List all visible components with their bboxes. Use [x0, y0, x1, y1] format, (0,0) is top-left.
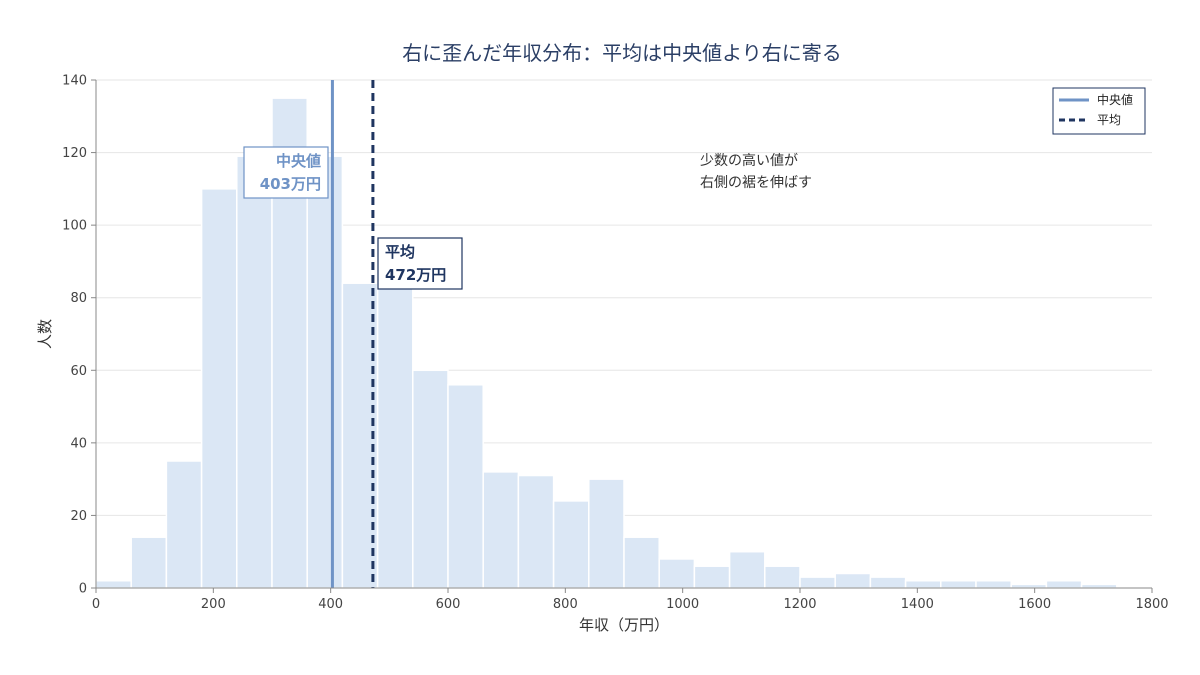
histogram-bar: [1045, 579, 1083, 589]
histogram-bar: [658, 558, 696, 589]
histogram-bar: [869, 576, 907, 589]
histogram-bar: [552, 500, 590, 589]
legend-median-label: 中央値: [1097, 92, 1133, 107]
x-tick-label: 1800: [1135, 597, 1168, 612]
y-tick-label: 120: [62, 146, 87, 161]
y-tick-label: 140: [62, 74, 87, 89]
histogram-bar: [306, 155, 344, 589]
x-tick-label: 1200: [783, 597, 816, 612]
mean-label-value: 472万円: [385, 266, 446, 284]
annotation-line-1: 少数の高い値が: [700, 152, 798, 169]
x-tick-label: 1400: [901, 597, 934, 612]
median-label-title: 中央値: [276, 152, 321, 170]
histogram-bar: [728, 550, 766, 589]
x-tick-label: 800: [553, 597, 578, 612]
y-tick-label: 20: [70, 509, 87, 524]
histogram-bars: [95, 97, 1118, 589]
y-tick-label: 0: [79, 582, 87, 597]
x-tick-label: 1000: [666, 597, 699, 612]
histogram-bar: [588, 478, 625, 589]
legend-mean-label: 平均: [1097, 113, 1121, 127]
histogram-bar: [940, 579, 977, 589]
y-axis-label: 人数: [36, 319, 54, 349]
mean-label-title: 平均: [385, 243, 415, 261]
histogram-bar: [623, 536, 660, 589]
histogram-bar: [412, 369, 449, 589]
histogram-bar: [517, 474, 555, 589]
histogram-bar: [95, 579, 132, 589]
annotation-line-2: 右側の裾を伸ばす: [700, 175, 812, 191]
y-tick-label: 40: [70, 436, 87, 451]
median-label: 中央値 403万円: [243, 146, 329, 199]
histogram-bar: [376, 282, 414, 589]
x-axis-label: 年収（万円）: [579, 616, 669, 634]
histogram-bar: [130, 536, 168, 589]
mean-label-box: [377, 237, 463, 290]
histogram-bar: [447, 384, 484, 589]
histogram-bar: [904, 579, 942, 589]
median-label-value: 403万円: [260, 175, 321, 193]
x-tick-labels: 0 200 400 600 800 1000 1200 1400 1600 1800: [92, 597, 1169, 612]
x-tick-label: 400: [318, 597, 343, 612]
y-tick-label: 100: [62, 219, 87, 234]
x-tick-label: 0: [92, 597, 100, 612]
histogram-bar: [482, 471, 520, 589]
histogram-bar: [1010, 583, 1048, 589]
x-tick-label: 1600: [1018, 597, 1051, 612]
y-tick-labels: 0 20 40 60 80 100 120 140: [62, 74, 87, 597]
histogram-bar: [693, 565, 731, 589]
histogram-bar: [200, 188, 238, 589]
legend-box: [1052, 87, 1146, 135]
histogram-bar: [799, 576, 836, 589]
axes: [91, 79, 1153, 593]
x-tick-label: 600: [436, 597, 461, 612]
histogram-bar: [236, 155, 273, 589]
y-tick-label: 80: [70, 291, 87, 306]
legend: 中央値 平均: [1052, 87, 1146, 135]
mean-label: 平均 472万円: [377, 237, 463, 290]
histogram-bar: [834, 572, 872, 589]
histogram-bar: [975, 579, 1012, 589]
x-tick-label: 200: [201, 597, 226, 612]
y-tick-label: 60: [70, 364, 87, 379]
histogram-bar: [764, 565, 801, 589]
median-label-box: [243, 146, 329, 199]
chart-title: 右に歪んだ年収分布：平均は中央値より右に寄る: [402, 41, 842, 65]
histogram-bar: [165, 460, 203, 589]
histogram-bar: [1080, 583, 1118, 589]
